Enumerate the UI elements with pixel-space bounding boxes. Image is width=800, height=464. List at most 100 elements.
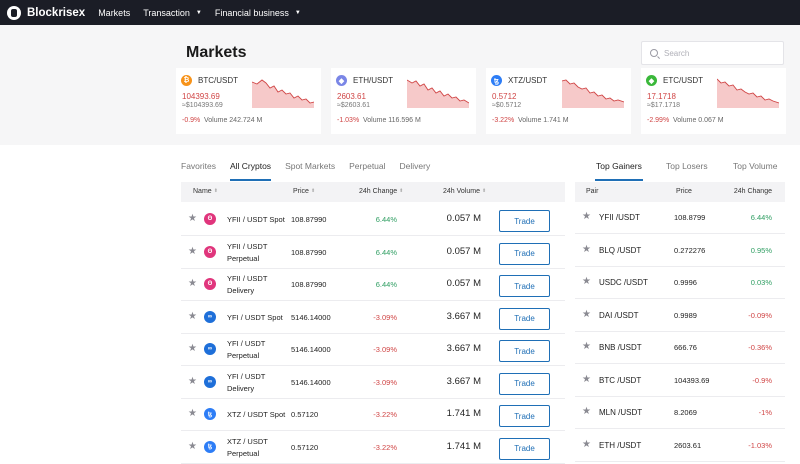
ranking-price: 108.8799 (674, 213, 706, 222)
nav-transaction[interactable]: Transaction ▼ (143, 8, 202, 18)
ranking-row[interactable]: ★ YFII /USDT 108.8799 6.44% (575, 202, 785, 234)
market-name: YFII / USDT Perpetual (227, 241, 287, 265)
header-24h-volume[interactable]: 24h Volume ⬍ (443, 188, 486, 195)
nav-markets[interactable]: Markets (98, 8, 130, 18)
bitcoin-icon: ₿ (181, 75, 192, 86)
market-name-line2: Perpetual (227, 253, 260, 263)
ticker-price: 17.1718 (647, 92, 676, 101)
ranking-row[interactable]: ★ ETH /USDT 2603.61 -1.03% (575, 430, 785, 462)
favorite-star-icon[interactable]: ★ (582, 406, 591, 417)
yfii-coin-icon: ʘ (204, 245, 216, 258)
tab-top-gainers[interactable]: Top Gainers (595, 156, 643, 182)
trade-button[interactable]: Trade (499, 372, 550, 395)
tab-all-cryptos[interactable]: All Cryptos (229, 156, 272, 182)
ticker-price: 0.5712 (492, 92, 517, 101)
sparkline-line (562, 79, 624, 103)
favorite-star-icon[interactable]: ★ (582, 373, 591, 385)
header-change-label: 24h Change (359, 188, 398, 195)
nav-financial-business-label: Financial business (214, 7, 289, 18)
favorite-star-icon[interactable]: ★ (188, 440, 197, 452)
favorite-star-icon[interactable]: ★ (188, 408, 197, 419)
trade-button[interactable]: Trade (499, 210, 550, 232)
ticker-card[interactable]: ꜩ XTZ/USDT 0.5712 ≈$0.5712 -3.22% Volume 1.74… (486, 68, 631, 134)
trade-button[interactable]: Trade (499, 405, 550, 427)
header-price-label: Price (293, 188, 309, 195)
header-price[interactable]: Price ⬍ (293, 188, 315, 195)
favorite-star-icon[interactable]: ★ (188, 245, 197, 257)
market-volume: 0.057 M (446, 245, 481, 257)
favorite-star-icon[interactable]: ★ (188, 278, 197, 289)
ticker-pair: BTC/USDT (198, 76, 238, 85)
tab-spot-markets[interactable]: Spot Markets (285, 161, 336, 171)
market-change: -3.22% (373, 442, 397, 452)
favorite-star-icon[interactable]: ★ (188, 310, 197, 322)
header-name[interactable]: Name ⬍ (193, 188, 218, 195)
ranking-table-header: Pair Price 24h Change (575, 182, 785, 202)
ticker-pair: ETH/USDT (353, 76, 393, 85)
market-name-line1: YFI / USDT Spot (227, 312, 283, 322)
market-name: XTZ / USDT Spot (227, 409, 287, 421)
tab-delivery[interactable]: Delivery (399, 161, 431, 171)
brand-logo[interactable]: Blockrisex (7, 5, 86, 20)
table-row: ★ ∞ YFI / USDT Perpetual 5146.14000 -3.09% 3.6… (181, 334, 565, 366)
ranking-row[interactable]: ★ BLQ /USDT 0.272276 0.95% (575, 235, 785, 267)
market-table-header: Name ⬍ Price ⬍ 24h Change ⬍ 24h Volume ⬍ (181, 182, 565, 202)
ranking-price: 0.272276 (674, 245, 706, 255)
nav-transaction-label: Transaction (143, 7, 190, 18)
trade-button[interactable]: Trade (499, 275, 550, 297)
ranking-row[interactable]: ★ BTC /USDT 104393.69 -0.9% (575, 365, 785, 397)
tab-perpetual[interactable]: Perpetual (349, 161, 386, 171)
ranking-pair: USDC /USDT (599, 278, 648, 287)
trade-button[interactable]: Trade (499, 437, 550, 460)
nav-markets-label: Markets (98, 7, 131, 18)
ranking-row[interactable]: ★ DAI /USDT 0.9989 -0.09% (575, 300, 785, 332)
favorite-star-icon[interactable]: ★ (188, 375, 197, 387)
sparkline-chart (562, 79, 624, 108)
ticker-cards: ₿ BTC/USDT 104393.69 ≈$104393.69 -0.9% Volume… (176, 68, 800, 134)
ticker-price: 2603.61 (337, 92, 366, 101)
market-change: -3.09% (373, 312, 397, 322)
ticker-card[interactable]: ◆ ETH/USDT 2603.61 ≈$2603.61 -1.03% Volume 11… (331, 68, 476, 134)
trade-button[interactable]: Trade (499, 307, 550, 330)
tab-favorites[interactable]: Favorites (181, 161, 216, 171)
ranking-pair: ETH /USDT (599, 440, 642, 450)
search-box[interactable] (641, 41, 784, 65)
favorite-star-icon[interactable]: ★ (582, 276, 591, 287)
ticker-change: -2.99% (647, 117, 670, 124)
yfii-coin-icon: ʘ (204, 213, 216, 225)
page-title: Markets (186, 44, 247, 61)
favorite-star-icon[interactable]: ★ (582, 438, 591, 450)
tab-top-losers[interactable]: Top Losers (666, 161, 708, 171)
favorite-star-icon[interactable]: ★ (188, 343, 197, 354)
ticker-card[interactable]: ◆ ETC/USDT 17.1718 ≈$17.1718 -2.99% Volume 0.… (641, 68, 786, 134)
ranking-row[interactable]: ★ MLN /USDT 8.2069 -1% (575, 397, 785, 429)
trade-button[interactable]: Trade (499, 242, 550, 265)
market-name-line2: Perpetual (227, 448, 260, 458)
ranking-header-change: 24h Change (733, 188, 772, 195)
header-24h-change[interactable]: 24h Change ⬍ (359, 188, 403, 195)
ranking-header-pair: Pair (586, 188, 599, 195)
favorite-star-icon[interactable]: ★ (582, 211, 591, 222)
ranking-header-price: Price (676, 188, 692, 195)
ticker-card[interactable]: ₿ BTC/USDT 104393.69 ≈$104393.69 -0.9% Volume… (176, 68, 321, 134)
ranking-row[interactable]: ★ BNB /USDT 666.76 -0.36% (575, 332, 785, 364)
trade-button[interactable]: Trade (499, 340, 550, 362)
market-price: 0.57120 (291, 442, 319, 452)
favorite-star-icon[interactable]: ★ (582, 308, 591, 320)
sparkline-line (407, 79, 469, 104)
nav-financial-business[interactable]: Financial business ▼ (215, 8, 301, 18)
ranking-change: -1.03% (748, 440, 772, 450)
sort-icon: ⬍ (399, 188, 404, 194)
market-volume: 0.057 M (446, 278, 481, 289)
tab-top-volume[interactable]: Top Volume (733, 161, 778, 171)
ranking-pair: YFII /USDT (599, 213, 640, 222)
search-input[interactable] (664, 48, 774, 58)
brand-logo-icon (7, 5, 21, 20)
ranking-row[interactable]: ★ USDC /USDT 0.9996 0.03% (575, 267, 785, 299)
favorite-star-icon[interactable]: ★ (582, 341, 591, 352)
favorite-star-icon[interactable]: ★ (582, 243, 591, 255)
favorite-star-icon[interactable]: ★ (188, 213, 197, 224)
brand-name: Blockrisex (27, 6, 86, 19)
market-volume: 0.057 M (446, 213, 481, 224)
chevron-down-icon: ▼ (195, 9, 202, 16)
